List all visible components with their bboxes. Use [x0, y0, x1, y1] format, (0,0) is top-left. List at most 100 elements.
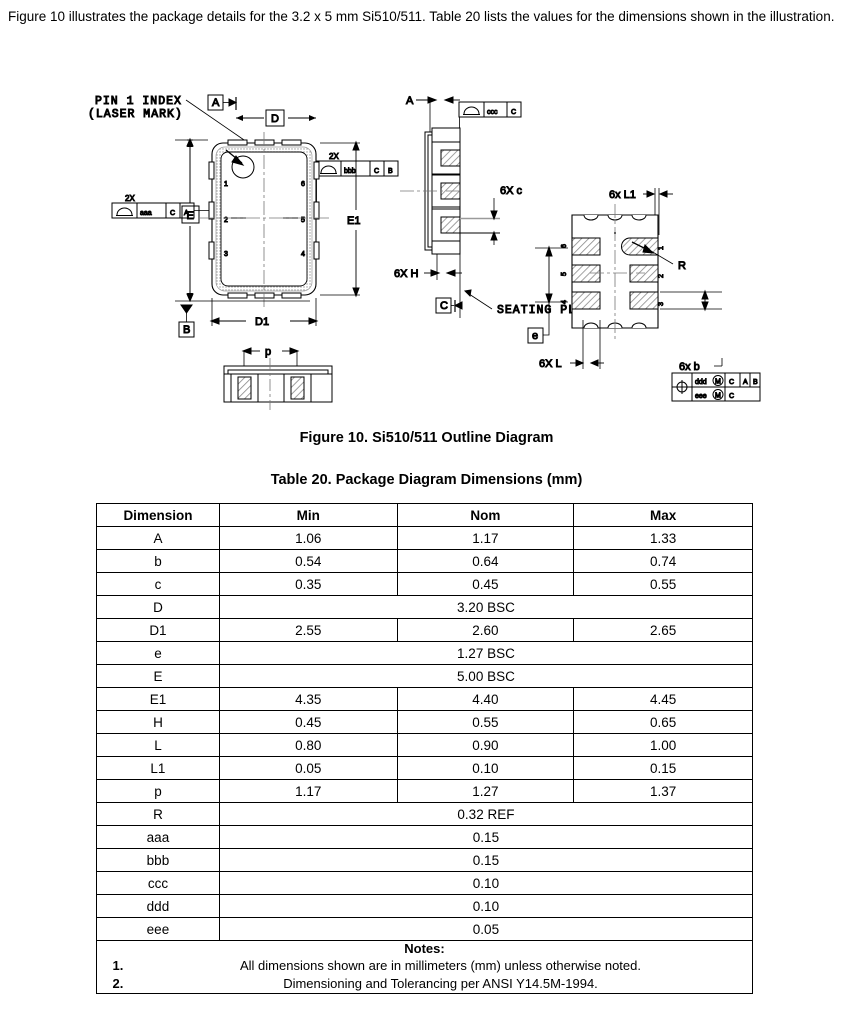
note-item: All dimensions shown are in millimeters …	[127, 957, 750, 975]
feature-frame-ccc: ccc C	[458, 101, 522, 118]
cell-max: 0.55	[573, 572, 753, 596]
svg-text:2X: 2X	[329, 152, 339, 161]
svg-text:1: 1	[658, 246, 665, 250]
svg-text:6X H: 6X H	[394, 268, 419, 280]
dim-R: R	[650, 250, 687, 273]
svg-text:3: 3	[658, 302, 665, 306]
table-caption: Table 20. Package Diagram Dimensions (mm…	[270, 472, 583, 488]
dim-6x-c: 6X c	[460, 185, 523, 245]
cell-value-span: 0.15	[218, 848, 754, 872]
dim-D: D	[236, 109, 316, 127]
svg-text:A: A	[406, 95, 414, 107]
intro-paragraph: Figure 10 illustrates the package detail…	[8, 9, 835, 24]
dim-6x-l: 6X L	[539, 320, 604, 371]
cell-min: 1.17	[218, 779, 398, 803]
cell-dimension: b	[96, 549, 220, 573]
table-row: ddd 0.10	[96, 894, 754, 918]
notes-title: Notes:	[404, 941, 445, 956]
dim-6x-l1: 6x L1	[609, 188, 673, 235]
top-view: PIN 1 INDEX (LASER MARK) 2X aaa C A A	[88, 94, 399, 338]
dim-D1: D1	[209, 298, 319, 329]
feature-frame-position: ddd M C A B eee M C	[671, 372, 761, 402]
svg-text:B: B	[388, 168, 393, 175]
table-row: c 0.35 0.45 0.55	[96, 572, 753, 596]
cell-max: 0.15	[573, 756, 753, 780]
cell-dimension: eee	[96, 917, 220, 941]
cell-dimension: R	[96, 802, 220, 826]
dim-A-side: A	[406, 95, 460, 132]
svg-text:E1: E1	[347, 215, 360, 227]
svg-text:ccc: ccc	[487, 109, 498, 116]
svg-text:C: C	[729, 379, 734, 386]
notes-list: All dimensions shown are in millimeters …	[99, 957, 750, 993]
side-view-pitch: p	[223, 346, 333, 410]
bottom-view: 6x L1	[527, 188, 761, 402]
svg-text:2: 2	[224, 217, 228, 224]
cell-max: 2.65	[573, 618, 753, 642]
cell-value-span: 5.00 BSC	[218, 664, 754, 688]
svg-text:6x b: 6x b	[679, 361, 700, 373]
table-row: eee 0.05	[96, 917, 754, 941]
cell-max: 0.74	[573, 549, 753, 573]
svg-text:D1: D1	[255, 316, 269, 328]
cell-max: 1.00	[573, 733, 753, 757]
col-header-max: Max	[573, 503, 753, 527]
svg-text:aaa: aaa	[140, 210, 152, 217]
cell-nom: 1.17	[396, 526, 575, 550]
cell-max: 1.33	[573, 526, 753, 550]
svg-text:6X L: 6X L	[539, 358, 562, 370]
cell-dimension: bbb	[96, 848, 220, 872]
cell-dimension: ccc	[96, 871, 220, 895]
cell-dimension: ddd	[96, 894, 220, 918]
cell-min: 0.35	[218, 572, 398, 596]
svg-text:5: 5	[301, 217, 305, 224]
cell-min: 2.55	[218, 618, 398, 642]
table-row: L 0.80 0.90 1.00	[96, 733, 753, 757]
dim-e-pitch: e	[527, 245, 568, 344]
cell-dimension: L1	[96, 756, 220, 780]
pin1-laser-mark	[231, 155, 255, 179]
table-row: R 0.32 REF	[96, 802, 754, 826]
table-row: p 1.17 1.27 1.37	[96, 779, 753, 803]
cell-nom: 0.64	[396, 549, 575, 573]
dim-E1: E1	[320, 140, 361, 298]
svg-text:C: C	[170, 210, 175, 217]
feature-frame-bbb: 2X bbb C B	[315, 152, 399, 177]
svg-text:2X: 2X	[125, 194, 135, 203]
cell-max: 1.37	[573, 779, 753, 803]
figure-caption: Figure 10. Si510/511 Outline Diagram	[299, 430, 554, 446]
svg-text:ddd: ddd	[695, 379, 707, 386]
cell-nom: 0.90	[396, 733, 575, 757]
package-outline-drawing: PIN 1 INDEX (LASER MARK) 2X aaa C A A	[0, 70, 853, 420]
cell-nom: 0.55	[396, 710, 575, 734]
svg-text:6x L1: 6x L1	[609, 189, 636, 201]
cell-min: 0.54	[218, 549, 398, 573]
svg-text:p: p	[265, 346, 271, 358]
svg-text:A: A	[743, 379, 748, 386]
cell-nom: 0.45	[396, 572, 575, 596]
col-header-nom: Nom	[396, 503, 575, 527]
svg-text:A: A	[212, 97, 220, 109]
notes-cell: Notes: All dimensions shown are in milli…	[96, 940, 753, 994]
cell-value-span: 3.20 BSC	[218, 595, 754, 619]
svg-text:C: C	[511, 109, 516, 116]
table-row: A 1.06 1.17 1.33	[96, 526, 753, 550]
dim-6x-b: 6x b	[660, 289, 723, 374]
svg-text:C: C	[440, 300, 448, 312]
dim-6x-h: 6X H	[394, 254, 462, 318]
table-row: E 5.00 BSC	[96, 664, 754, 688]
table-row: L1 0.05 0.10 0.15	[96, 756, 753, 780]
svg-text:2: 2	[658, 274, 665, 278]
cell-max: 0.65	[573, 710, 753, 734]
col-header-min: Min	[218, 503, 398, 527]
cell-dimension: E1	[96, 687, 220, 711]
table-row: b 0.54 0.64 0.74	[96, 549, 753, 573]
pin1-index-sublabel: (LASER MARK)	[88, 108, 183, 121]
table-row: D 3.20 BSC	[96, 595, 754, 619]
cell-nom: 0.10	[396, 756, 575, 780]
svg-text:6: 6	[561, 244, 568, 248]
cell-min: 0.80	[218, 733, 398, 757]
note-item: Dimensioning and Tolerancing per ANSI Y1…	[127, 975, 750, 993]
package-dimensions-table: Dimension Min Nom Max A 1.06 1.17 1.33 b 0.54…	[96, 503, 754, 994]
cell-min: 0.05	[218, 756, 398, 780]
